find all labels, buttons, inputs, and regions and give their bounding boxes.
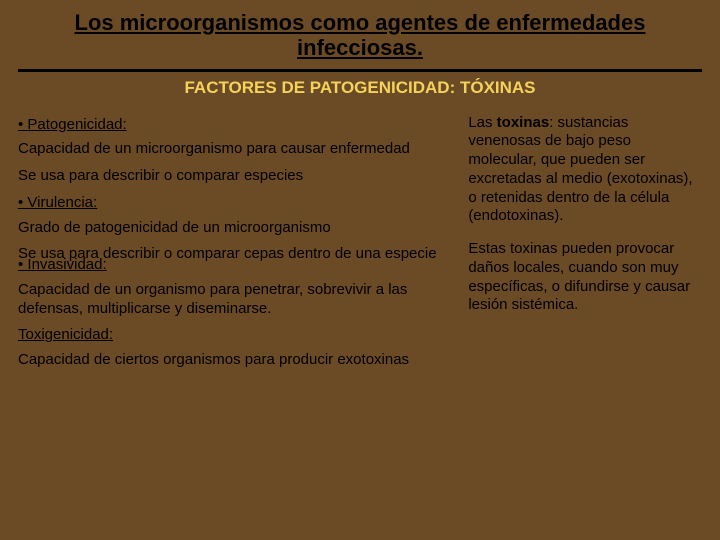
para-toxigenicidad-def: Capacidad de ciertos organismos para pro…: [18, 351, 450, 370]
para-virulencia-def: Grado de patogenicidad de un microorgani…: [18, 219, 450, 238]
bullet: •: [18, 116, 27, 133]
title-rule: [18, 69, 702, 72]
text-bold-toxinas: toxinas: [497, 114, 550, 131]
para-toxinas-effects: Estas toxinas pueden provocar daños loca…: [468, 240, 702, 315]
term-text: Virulencia:: [27, 194, 97, 211]
para-invasividad-def: Capacidad de un organismo para penetrar,…: [18, 281, 450, 319]
left-column: • Patogenicidad: Capacidad de un microor…: [18, 108, 450, 378]
term-toxigenicidad: Toxigenicidad:: [18, 326, 450, 345]
slide-title: Los microorganismos como agentes de enfe…: [0, 0, 720, 67]
bullet: •: [18, 194, 27, 211]
term-invasividad: • Invasividad:: [18, 256, 450, 275]
right-column: Las toxinas: sustancias venenosas de baj…: [468, 108, 702, 378]
text-prefix: Las: [468, 114, 496, 131]
para-toxinas-def: Las toxinas: sustancias venenosas de baj…: [468, 114, 702, 227]
term-text: Patogenicidad:: [27, 116, 126, 133]
slide-subtitle: FACTORES DE PATOGENICIDAD: TÓXINAS: [0, 78, 720, 108]
term-patogenicidad: • Patogenicidad:: [18, 116, 450, 135]
content-area: • Patogenicidad: Capacidad de un microor…: [0, 108, 720, 378]
term-virulencia: • Virulencia:: [18, 194, 450, 213]
term-text: Invasividad:: [27, 256, 106, 273]
para-patogenicidad-use: Se usa para describir o comparar especie…: [18, 167, 450, 186]
bullet: •: [18, 256, 27, 273]
para-patogenicidad-def: Capacidad de un microorganismo para caus…: [18, 140, 450, 159]
